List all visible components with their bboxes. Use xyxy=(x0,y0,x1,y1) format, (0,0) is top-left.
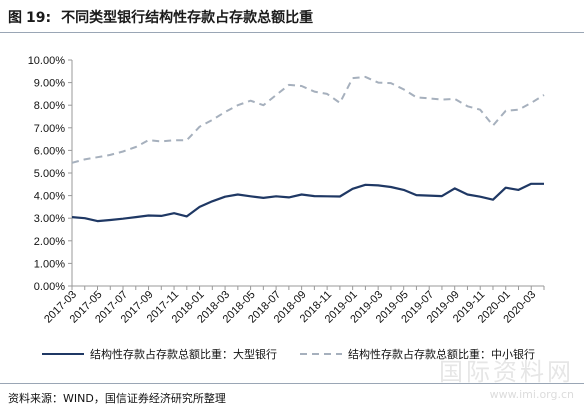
y-tick-label: 6.00% xyxy=(34,145,65,157)
chart-title: 不同类型银行结构性存款占存款总额比重 xyxy=(61,10,314,26)
y-tick-label: 0.00% xyxy=(34,281,65,293)
y-tick-label: 4.00% xyxy=(34,191,65,203)
series-line-large-banks xyxy=(71,182,544,223)
series-line-small-medium-banks xyxy=(71,75,545,164)
y-tick-label: 5.00% xyxy=(34,168,65,180)
y-tick-label: 8.00% xyxy=(34,100,65,112)
figure-header: 图 19: 不同类型银行结构性存款占存款总额比重 xyxy=(0,0,584,33)
y-tick-label: 1.00% xyxy=(34,258,65,270)
figure-number: 19: xyxy=(26,10,52,26)
line-chart: 0.00% 1.00% 2.00% 3.00% 4.00% 5.00% 6.00% 7.00%… xyxy=(28,55,545,361)
watermark-url: www.imi.org.cn xyxy=(489,388,574,401)
y-tick-label: 2.00% xyxy=(34,236,65,248)
y-tick-label: 3.00% xyxy=(34,213,65,225)
figure-title: 图 19: 不同类型银行结构性存款占存款总额比重 xyxy=(8,7,313,27)
bottom-divider xyxy=(0,383,584,384)
watermark-logo: 国际资料网 xyxy=(439,358,574,386)
figure-label: 图 xyxy=(8,10,22,26)
y-tick-label: 7.00% xyxy=(34,123,65,135)
source-note: 资料来源：WIND，国信证券经济研究所整理 xyxy=(8,392,226,405)
legend-small-medium-banks-label: 结构性存款占存款总额比重：中小银行 xyxy=(348,347,535,361)
y-tick-label: 9.00% xyxy=(34,78,65,90)
y-tick-label: 10.00% xyxy=(28,55,66,67)
legend-large-banks-label: 结构性存款占存款总额比重：大型银行 xyxy=(90,347,277,361)
